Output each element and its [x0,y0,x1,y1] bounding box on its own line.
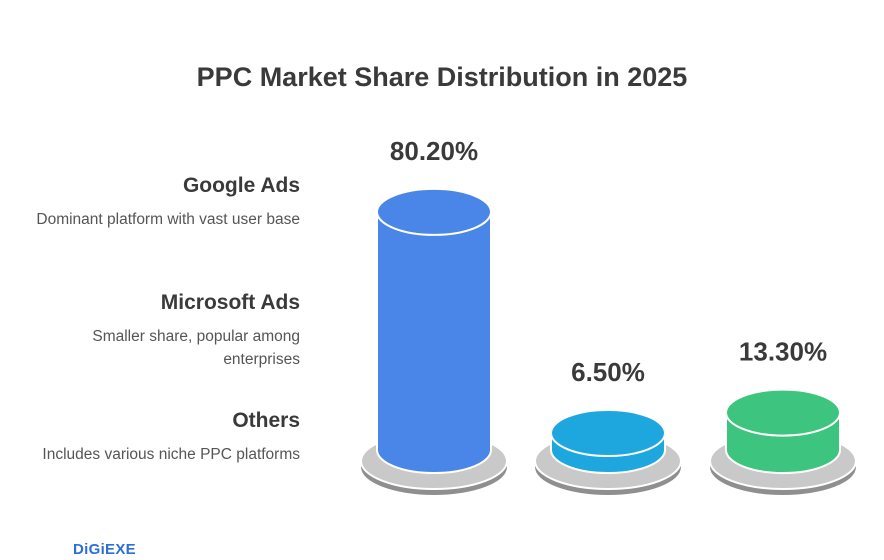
legend-label-microsoft-ads: Microsoft Ads [160,291,300,314]
legend-label-others: Others [232,409,300,432]
legend-others: Others Includes various niche PPC platfo… [0,409,300,466]
brand-logo: DiGiEXE [73,541,136,558]
legend-description-others: Includes various niche PPC platforms [42,446,300,463]
value-label-others: 13.30% [739,337,827,367]
legend-description-microsoft-ads: Smaller share, popular among enterprises [92,328,300,368]
legend-google-ads: Google Ads Dominant platform with vast u… [0,174,300,231]
bar-top-google-ads [376,187,492,236]
value-label-microsoft-ads: 6.50% [571,357,645,387]
chart-title: PPC Market Share Distribution in 2025 [196,62,688,92]
legend-microsoft-ads: Microsoft Ads Smaller share, popular amo… [0,291,300,371]
bar-top-microsoft-ads [550,409,666,457]
value-label-google-ads: 80.20% [390,136,478,166]
bar-top-others [725,388,841,437]
legend-label-google-ads: Google Ads [182,174,300,197]
bar-body-google-ads [376,210,492,474]
legend-description-google-ads: Dominant platform with vast user base [36,211,300,228]
